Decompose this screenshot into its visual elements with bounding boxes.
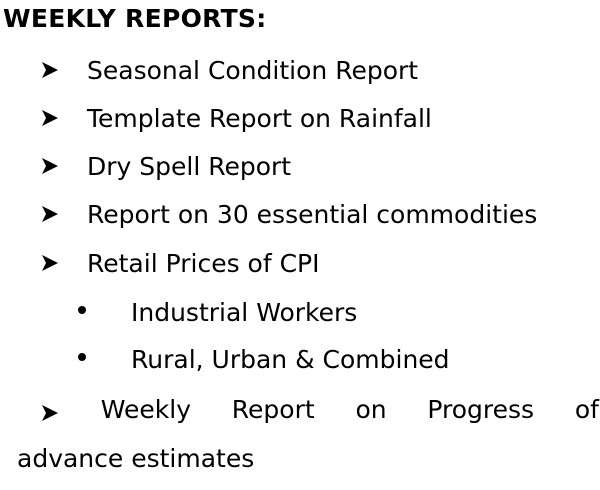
- list-item-continuation: advance estimates: [17, 444, 255, 473]
- arrow-bullet-icon: [40, 156, 60, 176]
- list-item: Template Report on Rainfall: [0, 104, 600, 144]
- list-item: Report on 30 essential commodities: [0, 200, 600, 240]
- list-item-label: Seasonal Condition Report: [87, 56, 419, 85]
- word: Report: [231, 395, 315, 424]
- list-item: Dry Spell Report: [0, 152, 600, 192]
- word: Progress: [427, 395, 535, 424]
- list-item-justified: Weekly Report on Progress of: [40, 395, 599, 424]
- arrow-bullet-icon: [40, 60, 60, 80]
- arrow-bullet-icon: [40, 204, 60, 224]
- sub-list-item: Industrial Workers: [0, 298, 600, 338]
- word: on: [355, 395, 387, 424]
- sub-list-item-label: Industrial Workers: [131, 298, 358, 327]
- sub-list-item: Rural, Urban & Combined: [0, 345, 600, 385]
- arrow-bullet-icon: [40, 253, 60, 273]
- list-item-label: Report on 30 essential commodities: [87, 200, 538, 229]
- word: Weekly: [100, 395, 192, 424]
- sub-list-item-label: Rural, Urban & Combined: [131, 345, 450, 374]
- list-item-label: Dry Spell Report: [87, 152, 292, 181]
- list-item-label: Template Report on Rainfall: [87, 104, 432, 133]
- page-title: WEEKLY REPORTS:: [3, 4, 267, 33]
- arrow-bullet-icon: [40, 400, 60, 421]
- arrow-bullet-icon: [40, 108, 60, 128]
- list-item-label: Retail Prices of CPI: [87, 249, 320, 278]
- word: of: [574, 395, 599, 424]
- list-item: Seasonal Condition Report: [0, 56, 600, 96]
- round-bullet-icon: [78, 306, 86, 314]
- list-item: Retail Prices of CPI: [0, 249, 600, 289]
- round-bullet-icon: [78, 353, 86, 361]
